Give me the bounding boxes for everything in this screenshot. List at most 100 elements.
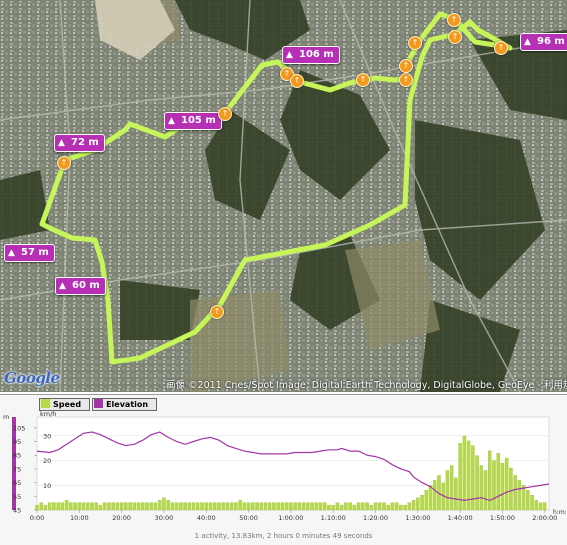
kilometer-marker[interactable]: ↑: [447, 13, 461, 27]
speed-bar[interactable]: [301, 502, 306, 511]
kilometer-marker[interactable]: ↑: [399, 73, 413, 87]
speed-bar[interactable]: [318, 502, 323, 511]
speed-bar[interactable]: [276, 502, 280, 511]
map-attribution[interactable]: 画像 ©2011 Cnes/Spot Image, Digital Earth …: [166, 380, 567, 391]
speed-bar[interactable]: [221, 502, 225, 511]
speed-bar[interactable]: [69, 502, 73, 511]
speed-bar[interactable]: [344, 502, 348, 511]
speed-bar[interactable]: [403, 504, 407, 511]
speed-bar[interactable]: [521, 485, 526, 511]
speed-bar[interactable]: [538, 502, 543, 511]
speed-bar[interactable]: [157, 499, 162, 511]
speed-bar[interactable]: [407, 502, 412, 511]
speed-bar[interactable]: [378, 502, 382, 511]
speed-bar[interactable]: [297, 502, 302, 511]
elevation-tag[interactable]: ▲ 96 m: [520, 33, 567, 51]
kilometer-marker[interactable]: ↑: [356, 73, 370, 87]
speed-bar[interactable]: [280, 502, 285, 511]
speed-bar[interactable]: [416, 497, 420, 511]
speed-bar[interactable]: [394, 502, 399, 511]
speed-bar[interactable]: [183, 502, 187, 511]
speed-bar[interactable]: [272, 502, 276, 511]
speed-bar[interactable]: [335, 502, 340, 511]
speed-bar[interactable]: [373, 502, 378, 511]
speed-bar[interactable]: [500, 462, 505, 511]
speed-bar[interactable]: [267, 502, 272, 511]
speed-bar[interactable]: [496, 452, 500, 511]
speed-bar[interactable]: [488, 450, 492, 511]
speed-bar[interactable]: [60, 502, 65, 511]
speed-bar[interactable]: [242, 502, 247, 511]
speed-bar[interactable]: [534, 499, 539, 511]
speed-bar[interactable]: [306, 502, 310, 511]
speed-bar[interactable]: [462, 435, 467, 511]
speed-bar[interactable]: [530, 495, 534, 511]
kilometer-marker[interactable]: ↑: [210, 305, 224, 319]
speed-bar[interactable]: [314, 502, 319, 511]
speed-bar[interactable]: [35, 504, 39, 511]
speed-bar[interactable]: [86, 502, 90, 511]
speed-bar[interactable]: [111, 502, 115, 511]
speed-bar[interactable]: [390, 502, 395, 511]
speed-bar[interactable]: [251, 502, 255, 511]
speed-bar[interactable]: [445, 470, 450, 511]
speed-bar[interactable]: [238, 499, 242, 511]
speed-bar[interactable]: [293, 502, 297, 511]
speed-bar[interactable]: [204, 502, 208, 511]
speed-bar[interactable]: [259, 502, 264, 511]
speed-bar[interactable]: [166, 499, 170, 511]
speed-bar[interactable]: [424, 490, 429, 511]
speed-bar[interactable]: [433, 480, 437, 511]
speed-bar[interactable]: [399, 504, 403, 511]
speed-bar[interactable]: [90, 502, 94, 511]
elevation-tag[interactable]: ▲ 57 m: [4, 244, 55, 262]
elevation-line[interactable]: [36, 431, 550, 502]
speed-bar[interactable]: [170, 502, 175, 511]
speed-bar[interactable]: [234, 502, 238, 511]
speed-bar[interactable]: [369, 504, 374, 511]
speed-bar[interactable]: [327, 504, 331, 511]
speed-bar[interactable]: [420, 495, 424, 511]
speed-bar[interactable]: [191, 502, 196, 511]
speed-bar[interactable]: [543, 502, 547, 511]
speed-bar[interactable]: [208, 502, 213, 511]
speed-bar[interactable]: [454, 477, 458, 511]
elevation-tag[interactable]: ▲ 105 m: [164, 112, 222, 130]
elevation-tag[interactable]: ▲ 60 m: [55, 277, 106, 295]
speed-bar[interactable]: [458, 443, 462, 511]
speed-bar[interactable]: [64, 499, 69, 511]
speed-bar[interactable]: [179, 502, 183, 511]
kilometer-marker[interactable]: ↑: [494, 41, 508, 55]
speed-bar[interactable]: [386, 504, 390, 511]
speed-bar[interactable]: [526, 490, 530, 511]
speed-bar[interactable]: [509, 467, 513, 511]
kilometer-marker[interactable]: ↑: [399, 59, 413, 73]
speed-bar[interactable]: [162, 497, 166, 511]
speed-bar[interactable]: [483, 470, 488, 511]
kilometer-marker[interactable]: ↑: [57, 156, 71, 170]
speed-bar[interactable]: [73, 502, 77, 511]
speed-bar[interactable]: [225, 502, 230, 511]
speed-bar[interactable]: [361, 502, 365, 511]
speed-bar[interactable]: [348, 502, 352, 511]
speed-bar[interactable]: [132, 502, 137, 511]
speed-bar[interactable]: [263, 502, 268, 511]
speed-bar[interactable]: [428, 485, 433, 511]
speed-bar[interactable]: [517, 480, 522, 511]
speed-bar[interactable]: [229, 502, 234, 511]
speed-bar[interactable]: [217, 502, 221, 511]
speed-bar[interactable]: [141, 502, 145, 511]
speed-bar[interactable]: [356, 502, 361, 511]
speed-bar[interactable]: [174, 502, 179, 511]
speed-bar[interactable]: [475, 455, 479, 511]
legend-elevation[interactable]: Elevation: [92, 398, 158, 411]
speed-bar[interactable]: [77, 502, 82, 511]
speed-bar[interactable]: [52, 502, 56, 511]
speed-bar[interactable]: [56, 502, 60, 511]
speed-bar[interactable]: [352, 504, 357, 511]
speed-bar[interactable]: [322, 502, 327, 511]
speed-bar[interactable]: [479, 465, 484, 511]
speed-bar[interactable]: [466, 440, 471, 511]
speed-bar[interactable]: [339, 504, 344, 511]
satellite-map[interactable]: ▲ 106 m ▲ 96 m ▲ 105 m ▲ 72 m ▲ 57 m ▲ 60 m ↑ ↑…: [0, 0, 567, 392]
